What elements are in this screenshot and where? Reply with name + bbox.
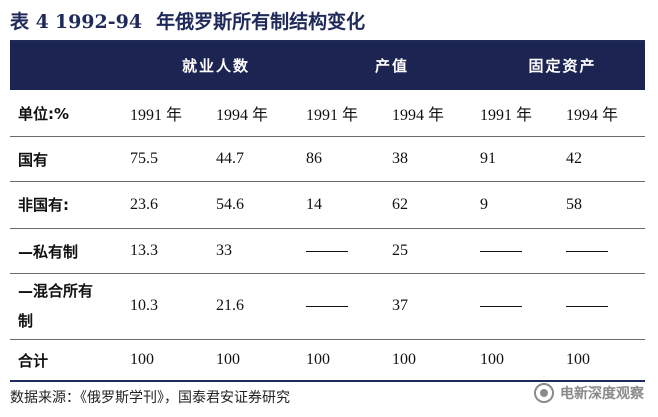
table-row-private: —私有制 13.3 33 25 — [10, 229, 645, 273]
cell: 100 — [566, 351, 590, 368]
row-label: 单位:% — [18, 104, 70, 123]
cell: 1991 年 — [480, 107, 533, 124]
wechat-logo-icon — [534, 383, 554, 403]
dash-cell — [566, 274, 608, 338]
row-separator — [10, 136, 645, 137]
row-label-line: 制 — [18, 312, 34, 330]
cell: 75.5 — [130, 150, 158, 167]
cell: 13.3 — [130, 242, 158, 259]
dash-cell — [480, 229, 522, 273]
table-header: 就业人数 产值 固定资产 — [10, 42, 645, 90]
cell: 1994 年 — [392, 107, 445, 124]
cell: 100 — [216, 351, 240, 368]
top-rule — [10, 40, 645, 42]
source-note: 数据来源：《俄罗斯学刊》，国泰君安证券研究 — [10, 390, 290, 406]
cell: 10.3 — [130, 297, 158, 314]
header-fixed-assets: 固定资产 — [528, 57, 597, 75]
row-label: —混合所有 制 — [18, 274, 93, 338]
bottom-rule — [10, 380, 645, 382]
cell: 86 — [306, 150, 322, 167]
cell: 1994 年 — [216, 107, 269, 124]
row-separator — [10, 181, 645, 182]
dash-cell — [306, 274, 348, 338]
cell: 9 — [480, 195, 488, 213]
cell: 14 — [306, 195, 322, 213]
dash-cell — [306, 229, 348, 273]
cell: 100 — [480, 351, 504, 368]
cell: 91 — [480, 150, 496, 167]
cell: 58 — [566, 195, 582, 213]
cell: 62 — [392, 195, 408, 213]
header-employment: 就业人数 — [181, 57, 250, 75]
cell: 23.6 — [130, 195, 158, 213]
table-title: 表 4 1992-94 年俄罗斯所有制结构变化 — [10, 9, 365, 35]
header-output: 产值 — [374, 57, 409, 75]
row-label: 非国有: — [18, 196, 69, 214]
row-separator — [10, 339, 645, 340]
cell: 1994 年 — [566, 107, 619, 124]
table-title-prefix: 表 4 — [10, 11, 49, 33]
watermark-text: 电新深度观察 — [560, 386, 644, 402]
row-label: 合计 — [18, 351, 49, 370]
cell: 54.6 — [216, 195, 244, 213]
row-label-line: —混合所有 — [18, 282, 94, 300]
cell: 38 — [392, 150, 408, 167]
cell: 33 — [216, 242, 232, 259]
table-row-state-owned: 国有 75.5 44.7 86 38 91 42 — [10, 137, 645, 181]
table-row-total: 合计 100 100 100 100 100 100 — [10, 340, 645, 380]
row-label: —私有制 — [18, 242, 79, 261]
dash-cell — [480, 274, 522, 338]
cell: 25 — [392, 242, 408, 259]
cell: 100 — [306, 351, 330, 368]
row-label: 国有 — [18, 150, 49, 169]
cell: 100 — [130, 351, 154, 368]
cell: 44.7 — [216, 150, 244, 167]
table-row-units: 单位:% 1991 年 1994 年 1991 年 1994 年 1991 年 … — [10, 92, 645, 134]
dash-cell — [566, 229, 608, 273]
table-title-range: 1992-94 — [54, 11, 143, 33]
table-title-text: 年俄罗斯所有制结构变化 — [156, 11, 366, 33]
cell: 1991 年 — [130, 107, 183, 124]
watermark: 电新深度观察 — [534, 379, 644, 407]
table-row-mixed: —混合所有 制 10.3 21.6 37 — [10, 274, 645, 338]
cell: 21.6 — [216, 297, 244, 314]
cell: 42 — [566, 150, 582, 167]
cell: 37 — [392, 297, 408, 314]
cell: 100 — [392, 351, 416, 368]
cell: 1991 年 — [306, 107, 359, 124]
table-row-non-state: 非国有: 23.6 54.6 14 62 9 58 — [10, 182, 645, 227]
